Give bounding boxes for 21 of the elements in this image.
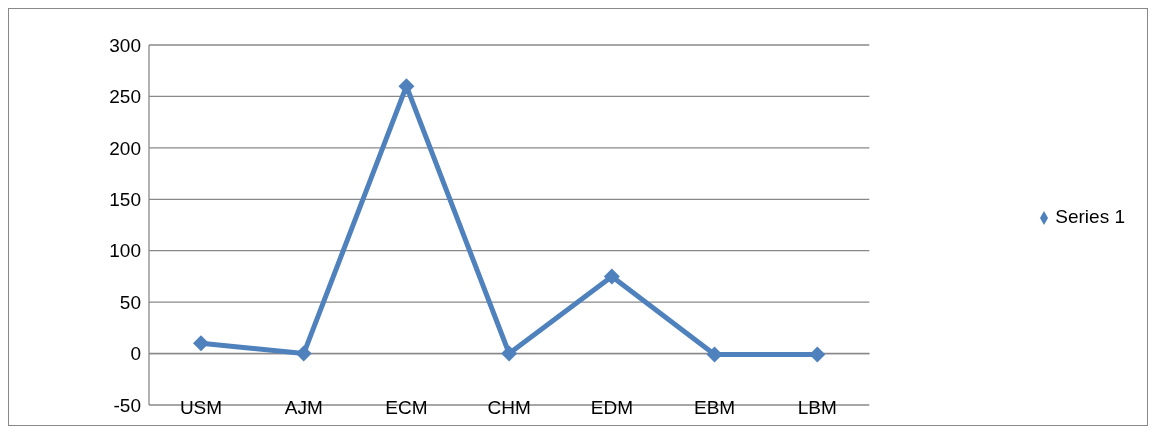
point: [193, 335, 209, 352]
point: [398, 78, 415, 95]
point: [603, 268, 620, 285]
y-tick-label: 250: [109, 86, 141, 108]
y-tick-label: -50: [113, 394, 141, 416]
y-tick-label: 50: [119, 291, 141, 313]
x-tick-label: CHM: [487, 397, 531, 419]
x-tick-label: LBM: [797, 397, 837, 419]
point: [501, 345, 518, 362]
x-tick-label: EDM: [590, 397, 633, 419]
x-tick-label: AJM: [284, 397, 323, 419]
legend-label: Series 1: [1055, 206, 1125, 227]
point: [295, 345, 312, 362]
y-tick-label: 200: [109, 137, 141, 159]
y-tick-label: 150: [109, 189, 141, 211]
x-tick-label: EBM: [693, 397, 736, 419]
y-tick-label: 300: [109, 34, 141, 56]
y-tick-label: 100: [109, 240, 141, 262]
y-tick-label: 0: [130, 343, 141, 365]
x-tick-label: USM: [179, 397, 223, 419]
x-tick-label: ECM: [385, 397, 428, 419]
